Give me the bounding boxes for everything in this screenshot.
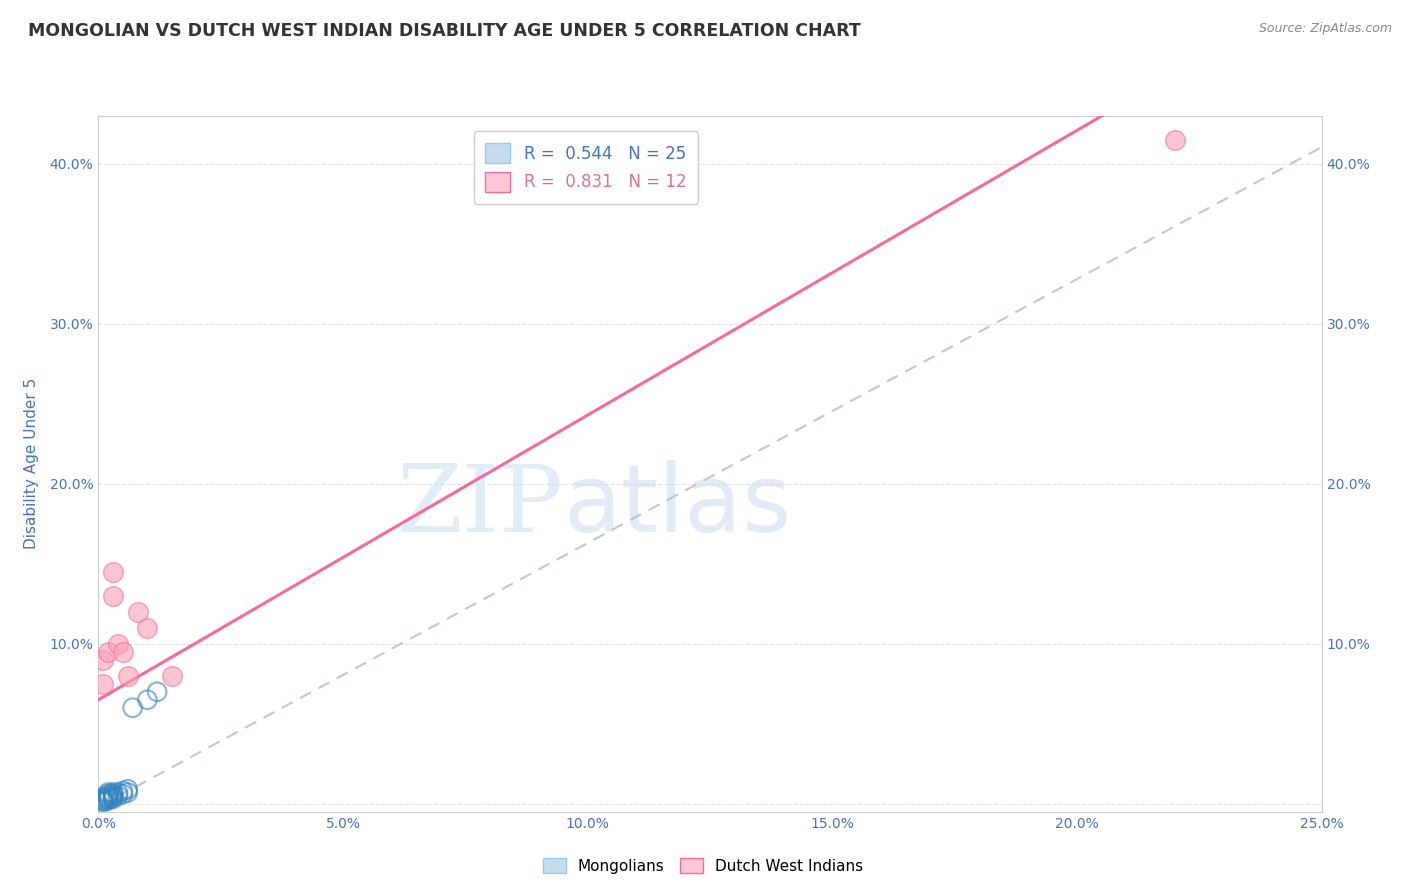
Text: Source: ZipAtlas.com: Source: ZipAtlas.com [1258,22,1392,36]
Point [97,790,120,805]
Point [97,789,120,803]
Point [111,787,134,801]
Point [101,789,124,803]
Point [101,787,124,801]
Point [127,605,149,619]
Point [111,645,134,659]
Point [91,793,114,807]
Point [101,785,124,799]
Point [107,789,129,803]
Point [91,653,114,667]
Point [91,677,114,691]
Point [97,792,120,806]
Point [101,565,124,579]
Point [91,793,114,807]
Point [97,785,120,799]
Point [91,795,114,809]
Text: ZIP: ZIP [396,460,564,550]
Point [101,792,124,806]
Point [97,793,120,807]
Point [91,792,114,806]
Point [97,645,120,659]
Y-axis label: Disability Age Under 5: Disability Age Under 5 [24,378,38,549]
Text: atlas: atlas [564,459,792,551]
Point [101,790,124,805]
Point [107,785,129,799]
Point [136,692,159,706]
Point [117,782,139,797]
Point [117,669,139,683]
Point [107,637,129,651]
Text: MONGOLIAN VS DUTCH WEST INDIAN DISABILITY AGE UNDER 5 CORRELATION CHART: MONGOLIAN VS DUTCH WEST INDIAN DISABILIT… [28,22,860,40]
Point [97,787,120,801]
Point [146,685,169,699]
Point [111,784,134,798]
Legend: Mongolians, Dutch West Indians: Mongolians, Dutch West Indians [537,852,869,880]
Point [1164,133,1187,147]
Point [91,790,114,805]
Point [160,669,183,683]
Point [136,621,159,635]
Point [121,700,143,714]
Point [101,589,124,603]
Legend: R =  0.544   N = 25, R =  0.831   N = 12: R = 0.544 N = 25, R = 0.831 N = 12 [474,131,697,203]
Point [117,785,139,799]
